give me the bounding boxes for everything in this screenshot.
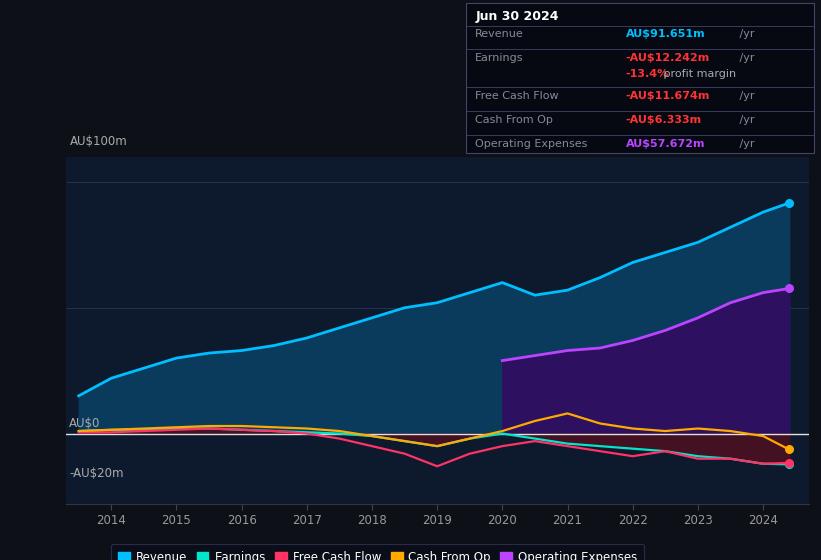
- Point: [782, 459, 796, 468]
- Legend: Revenue, Earnings, Free Cash Flow, Cash From Op, Operating Expenses: Revenue, Earnings, Free Cash Flow, Cash …: [111, 544, 644, 560]
- Point: [782, 198, 796, 207]
- Text: -AU$6.333m: -AU$6.333m: [626, 115, 702, 125]
- Text: -13.4%: -13.4%: [626, 69, 669, 79]
- Text: Jun 30 2024: Jun 30 2024: [475, 10, 559, 22]
- Text: AU$91.651m: AU$91.651m: [626, 29, 705, 39]
- Text: /yr: /yr: [736, 29, 755, 39]
- Point: [782, 284, 796, 293]
- Text: -AU$11.674m: -AU$11.674m: [626, 91, 710, 101]
- Text: AU$57.672m: AU$57.672m: [626, 139, 705, 150]
- Text: Revenue: Revenue: [475, 29, 524, 39]
- Point: [782, 445, 796, 454]
- Text: /yr: /yr: [736, 53, 755, 63]
- Text: -AU$12.242m: -AU$12.242m: [626, 53, 710, 63]
- Text: Earnings: Earnings: [475, 53, 524, 63]
- Text: -AU$20m: -AU$20m: [69, 467, 123, 480]
- Text: profit margin: profit margin: [660, 69, 736, 79]
- Text: Cash From Op: Cash From Op: [475, 115, 553, 125]
- Text: AU$0: AU$0: [69, 417, 100, 430]
- Text: /yr: /yr: [736, 139, 755, 150]
- Text: /yr: /yr: [736, 91, 755, 101]
- Text: Free Cash Flow: Free Cash Flow: [475, 91, 559, 101]
- Text: /yr: /yr: [736, 115, 755, 125]
- Text: Operating Expenses: Operating Expenses: [475, 139, 588, 150]
- Point: [782, 460, 796, 469]
- Text: AU$100m: AU$100m: [70, 136, 127, 148]
